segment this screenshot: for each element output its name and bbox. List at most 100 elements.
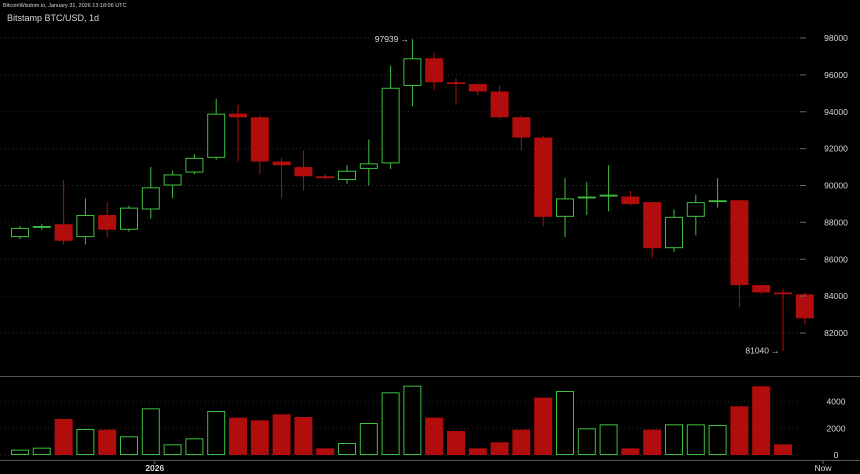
candle-body <box>708 200 727 203</box>
candle-body <box>577 196 596 199</box>
volume-bar <box>54 419 73 455</box>
candle <box>425 52 444 90</box>
volume-bar <box>686 424 705 456</box>
volume-tick-label: 0 <box>834 450 839 460</box>
price-tick-label: 90000 <box>824 181 848 191</box>
price-gridlines <box>0 37 800 334</box>
volume-bar <box>120 436 138 456</box>
candle-body <box>294 167 313 177</box>
candle <box>76 198 95 245</box>
volume-bar <box>163 444 182 456</box>
candle <box>577 181 596 215</box>
candle <box>338 165 356 184</box>
candle-body <box>490 91 509 118</box>
candle-body <box>752 285 771 293</box>
volume-bar <box>381 392 400 456</box>
time-axis: 2026 Now <box>145 460 832 473</box>
volume-bar <box>185 438 204 456</box>
candle-body <box>11 227 29 238</box>
price-tick-label: 88000 <box>824 217 848 227</box>
volume-bar <box>359 423 378 455</box>
candle-body <box>229 113 247 118</box>
volume-bar <box>447 431 465 455</box>
candle <box>294 150 313 192</box>
volume-bar <box>490 442 509 455</box>
candle <box>621 191 640 206</box>
volume-bar <box>774 444 792 455</box>
candle <box>556 178 574 238</box>
candle-body <box>795 294 814 319</box>
candle-body <box>250 117 269 162</box>
candle <box>468 84 487 96</box>
candle-body <box>468 84 487 92</box>
volume-tick-label: 4000 <box>827 397 846 407</box>
price-tick-label: 82000 <box>824 328 848 338</box>
volume-bar <box>207 411 226 455</box>
volume-bar <box>250 420 269 455</box>
candle <box>512 115 531 151</box>
candle <box>32 224 51 230</box>
candle <box>163 170 182 199</box>
price-axis: 82000 84000 86000 88000 90000 92000 94000 96000… <box>800 33 848 338</box>
volume-bar <box>599 424 618 456</box>
candle-body <box>425 58 444 83</box>
candle-body <box>316 176 335 179</box>
candle-body <box>141 187 160 210</box>
candle <box>490 85 509 120</box>
volume-gridlines <box>0 401 800 456</box>
volume-bar <box>76 429 95 455</box>
candle <box>730 200 749 308</box>
candle <box>381 65 400 169</box>
chart-title: Bitstamp BTC/USD, 1d <box>7 13 99 23</box>
candle-body <box>665 216 683 249</box>
candle-body <box>272 161 291 166</box>
candle <box>708 178 727 208</box>
price-tick-label: 94000 <box>824 107 848 117</box>
candle <box>250 115 269 175</box>
candle <box>774 288 792 351</box>
volume-bar <box>512 429 531 455</box>
candle-body <box>447 82 465 85</box>
volume-bar <box>403 385 422 455</box>
candle <box>185 154 204 175</box>
price-annotation-label: 97939 <box>375 34 399 44</box>
price-tick-label: 86000 <box>824 254 848 264</box>
volume-bar <box>665 424 683 456</box>
time-tick-label: Now <box>814 463 832 473</box>
candle-body <box>730 200 749 286</box>
price-annotations: 97939 →81040 → <box>375 34 780 356</box>
volume-bar <box>272 414 291 455</box>
time-tick-label: 2026 <box>145 463 164 473</box>
volume-bar <box>425 417 444 455</box>
candle <box>403 39 422 107</box>
volume-bar <box>294 417 313 455</box>
candle <box>534 135 553 227</box>
volume-bar <box>556 391 574 455</box>
candle <box>316 174 335 180</box>
candle-body <box>403 58 422 86</box>
candle-body <box>163 174 182 186</box>
candle <box>665 209 683 252</box>
candle-body <box>207 113 226 158</box>
candle-body <box>621 196 640 204</box>
header-caption: BitcoinWisdom.io, January 31, 2026 13:18… <box>3 3 127 9</box>
volume-bar <box>229 417 247 455</box>
volume-bar <box>141 408 160 456</box>
candle-body <box>512 117 531 138</box>
volume-bar <box>643 429 662 455</box>
candle-body <box>120 207 138 230</box>
candle <box>599 165 618 212</box>
candle-body <box>599 194 618 197</box>
candle <box>272 157 291 199</box>
volume-bar <box>752 386 771 455</box>
volume-bar <box>468 448 487 455</box>
candle <box>643 202 662 258</box>
candle-body <box>381 87 400 164</box>
price-tick-label: 92000 <box>824 144 848 154</box>
volume-bar <box>621 448 640 455</box>
candle <box>752 285 771 295</box>
candle-body <box>774 292 792 295</box>
price-annotation-label: 81040 <box>745 346 769 356</box>
candle-body <box>686 202 705 217</box>
